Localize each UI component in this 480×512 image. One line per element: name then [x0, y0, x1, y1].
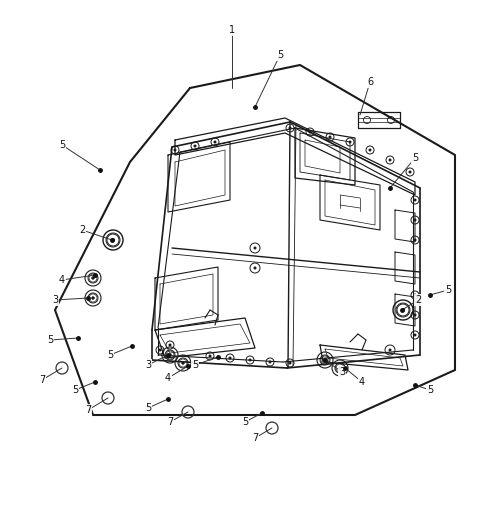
Circle shape [408, 170, 411, 174]
Circle shape [328, 136, 332, 139]
Circle shape [92, 276, 95, 280]
Circle shape [92, 296, 95, 300]
Circle shape [413, 219, 417, 222]
Circle shape [253, 246, 256, 249]
Circle shape [388, 349, 392, 352]
Circle shape [401, 308, 405, 312]
Circle shape [338, 367, 341, 370]
Circle shape [111, 239, 115, 242]
Circle shape [168, 353, 171, 356]
Circle shape [193, 144, 196, 147]
Text: 1: 1 [229, 25, 235, 35]
Text: 5: 5 [242, 417, 248, 427]
Circle shape [168, 353, 171, 356]
Text: 5: 5 [192, 360, 198, 370]
Circle shape [288, 126, 291, 130]
Circle shape [388, 159, 392, 161]
Circle shape [268, 360, 272, 364]
Circle shape [309, 131, 312, 134]
Circle shape [324, 358, 326, 361]
Circle shape [253, 267, 256, 269]
Text: 5: 5 [107, 350, 113, 360]
Circle shape [228, 356, 231, 359]
Circle shape [324, 358, 326, 361]
Text: 2: 2 [79, 225, 85, 235]
Circle shape [413, 199, 417, 202]
Circle shape [288, 361, 291, 365]
Circle shape [413, 293, 417, 296]
Text: 5: 5 [59, 140, 65, 150]
Text: 4: 4 [59, 275, 65, 285]
Circle shape [348, 140, 351, 143]
Circle shape [338, 367, 341, 370]
Text: 3: 3 [339, 367, 345, 377]
Text: 5: 5 [412, 153, 418, 163]
Circle shape [208, 354, 212, 357]
Text: 5: 5 [277, 50, 283, 60]
Text: 4: 4 [165, 373, 171, 383]
Circle shape [369, 148, 372, 152]
Circle shape [92, 276, 95, 280]
Circle shape [401, 309, 405, 311]
Circle shape [249, 358, 252, 361]
Text: 6: 6 [367, 77, 373, 87]
Circle shape [413, 239, 417, 242]
Text: 2: 2 [415, 295, 421, 305]
Circle shape [158, 349, 161, 352]
Circle shape [168, 344, 171, 347]
Text: 7: 7 [252, 433, 258, 443]
Text: 5: 5 [445, 285, 451, 295]
Circle shape [173, 148, 177, 152]
Circle shape [111, 238, 115, 242]
Text: 4: 4 [359, 377, 365, 387]
Circle shape [181, 361, 184, 365]
Text: 7: 7 [85, 405, 91, 415]
Circle shape [214, 140, 216, 143]
Circle shape [92, 296, 95, 300]
Text: 3: 3 [52, 295, 58, 305]
Circle shape [413, 333, 417, 336]
Text: 7: 7 [167, 417, 173, 427]
Circle shape [413, 313, 417, 316]
Text: 5: 5 [72, 385, 78, 395]
Text: 5: 5 [47, 335, 53, 345]
Text: 3: 3 [145, 360, 151, 370]
Text: 7: 7 [39, 375, 45, 385]
Text: 5: 5 [145, 403, 151, 413]
Text: 5: 5 [427, 385, 433, 395]
Circle shape [181, 361, 184, 365]
